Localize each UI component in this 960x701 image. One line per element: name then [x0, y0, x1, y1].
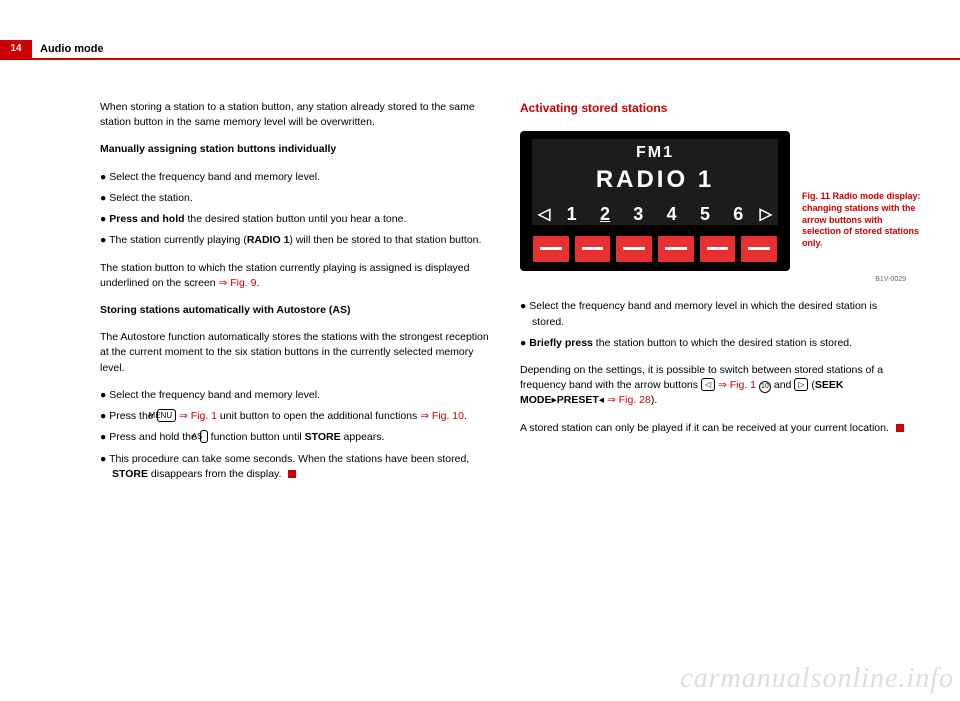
- paragraph: Depending on the settings, it is possibl…: [520, 363, 910, 409]
- figure-reference: ⇒ Fig. 1: [179, 410, 217, 422]
- radio-hardware-buttons: [532, 235, 778, 263]
- list-item: Press the MENU ⇒ Fig. 1 unit button to o…: [100, 409, 490, 424]
- text: The station button to which the station …: [100, 262, 469, 289]
- text: ).: [651, 394, 657, 406]
- preset-5: 5: [693, 201, 717, 227]
- radio-screen: FM1 RADIO 1 ◁ 1 2 3 4 5 6 ▷: [532, 139, 778, 225]
- figure-wrapper: FM1 RADIO 1 ◁ 1 2 3 4 5 6 ▷: [520, 131, 910, 271]
- hw-button: [574, 235, 612, 263]
- text: A stored station can only be played if i…: [520, 422, 889, 434]
- figure-caption: Fig. 11 Radio mode display: changing sta…: [802, 191, 922, 249]
- left-column: When storing a station to a station butt…: [100, 100, 490, 482]
- radio-station-name: RADIO 1: [532, 163, 778, 198]
- hw-button: [657, 235, 695, 263]
- heading: Activating stored stations: [520, 100, 910, 117]
- page-number-tab: 14: [0, 40, 32, 58]
- list-item: This procedure can take some seconds. Wh…: [100, 452, 490, 482]
- emphasis: STORE: [112, 468, 148, 480]
- figure-reference: ⇒ Fig. 28: [607, 394, 651, 406]
- hw-button: [699, 235, 737, 263]
- emphasis: STORE: [305, 431, 341, 443]
- text: .: [256, 277, 259, 289]
- watermark: carmanualsonline.info: [680, 663, 954, 695]
- radio-preset-row: ◁ 1 2 3 4 5 6 ▷: [532, 197, 778, 227]
- list-item: Briefly press the station button to whic…: [520, 336, 910, 351]
- callout-number: 10: [759, 381, 771, 393]
- preset-1: 1: [560, 201, 584, 227]
- section-title: Audio mode: [40, 43, 104, 55]
- text: appears.: [341, 431, 385, 443]
- text: disappears from the display.: [148, 468, 281, 480]
- header-rule: [0, 58, 960, 60]
- subheading: Storing stations automatically with Auto…: [100, 303, 490, 318]
- menu-button-label: MENU: [157, 409, 177, 422]
- preset-4: 4: [660, 201, 684, 227]
- radio-band: FM1: [532, 139, 778, 164]
- list-item: Press and hold the AS function button un…: [100, 430, 490, 445]
- figure-reference: ⇒ Fig. 10: [420, 410, 464, 422]
- preset-2: 2: [593, 201, 617, 227]
- emphasis: Press and hold: [109, 213, 184, 225]
- text: ) will then be stored to that station bu…: [289, 234, 481, 246]
- figure-code: B1V-0029: [875, 275, 906, 285]
- paragraph: When storing a station to a station butt…: [100, 100, 490, 130]
- hw-button: [532, 235, 570, 263]
- paragraph: The station button to which the station …: [100, 261, 490, 291]
- radio-figure: FM1 RADIO 1 ◁ 1 2 3 4 5 6 ▷: [520, 131, 790, 271]
- arrow-right-button: ▷: [794, 378, 808, 391]
- text: This procedure can take some seconds. Wh…: [109, 453, 469, 465]
- subheading: Manually assigning station buttons indiv…: [100, 142, 490, 157]
- list-item: Select the frequency band and memory lev…: [520, 299, 910, 329]
- arrow-right-icon: ▷: [760, 203, 772, 226]
- figure-reference: ⇒ Fig. 9: [219, 277, 257, 289]
- list-item: Select the frequency band and memory lev…: [100, 388, 490, 403]
- text: unit button to open the additional funct…: [217, 410, 420, 422]
- as-button-label: AS: [200, 430, 208, 443]
- emphasis: PRESET: [557, 394, 599, 406]
- emphasis: RADIO 1: [247, 234, 290, 246]
- hw-button: [615, 235, 653, 263]
- hw-button: [740, 235, 778, 263]
- list-item: Select the station.: [100, 191, 490, 206]
- paragraph: A stored station can only be played if i…: [520, 421, 910, 436]
- paragraph: The Autostore function automatically sto…: [100, 330, 490, 376]
- right-column: Activating stored stations FM1 RADIO 1 ◁…: [520, 100, 910, 448]
- text: the station button to which the desired …: [593, 337, 852, 349]
- section-end-marker: [288, 470, 296, 478]
- text: The station currently playing (: [109, 234, 247, 246]
- text: the desired station button until you hea…: [185, 213, 407, 225]
- list-item: Press and hold the desired station butto…: [100, 212, 490, 227]
- text: and: [771, 379, 794, 391]
- list-item: The station currently playing (RADIO 1) …: [100, 233, 490, 248]
- preset-3: 3: [626, 201, 650, 227]
- text: function button until: [208, 431, 305, 443]
- section-end-marker: [896, 424, 904, 432]
- preset-6: 6: [726, 201, 750, 227]
- text: Press and hold the: [109, 431, 199, 443]
- arrow-left-icon: ◁: [538, 203, 550, 226]
- list-item: Select the frequency band and memory lev…: [100, 170, 490, 185]
- text: .: [464, 410, 467, 422]
- text: ◂: [599, 394, 607, 406]
- arrow-left-button: ◁: [701, 378, 715, 391]
- emphasis: Briefly press: [529, 337, 593, 349]
- figure-reference: ⇒ Fig. 1: [718, 379, 756, 391]
